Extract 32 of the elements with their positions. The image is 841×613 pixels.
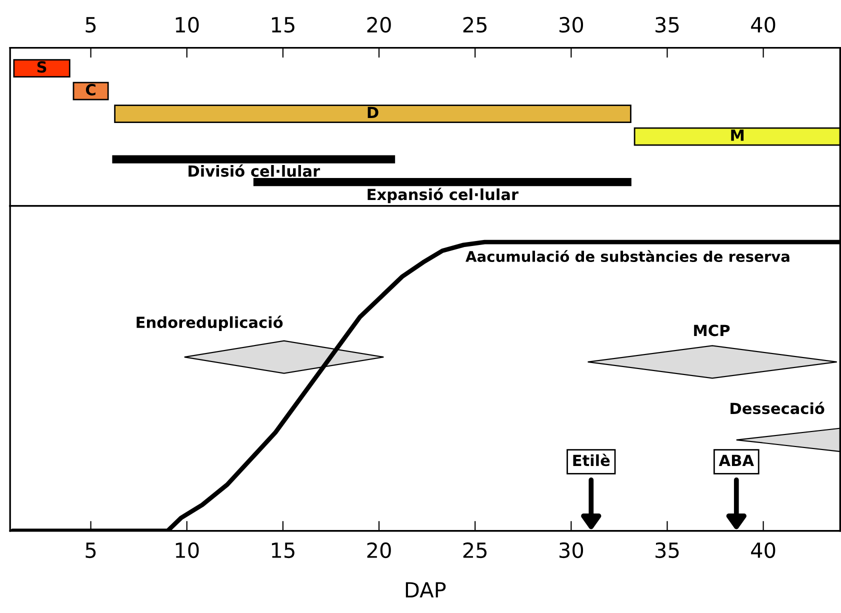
annotation: Etilè [573, 454, 610, 466]
data-label: D [368, 106, 378, 118]
annotation: Dessecació [730, 402, 824, 414]
data-label: C [86, 84, 96, 96]
bar [13, 59, 70, 78]
data-label: Divisió cel·lular [188, 164, 320, 177]
x-tick-label: 40 [751, 542, 776, 558]
annotation: ABA [718, 454, 754, 466]
x-tick-label: 25 [463, 542, 487, 558]
annotation: MCP [694, 324, 730, 336]
annotation: Endoreduplicació [136, 316, 283, 332]
x-axis-title: DAP [406, 582, 446, 598]
x-tick-label: 30 [559, 542, 584, 558]
x-tick-label: 5 [86, 17, 96, 33]
x-tick-label: 20 [367, 542, 391, 558]
x-tick-label: 35 [656, 542, 679, 558]
bar [114, 104, 632, 124]
x-tick-label: 15 [272, 542, 294, 558]
x-tick-label: 25 [463, 16, 487, 33]
x-tick-label: 20 [367, 16, 391, 33]
x-tick-label: 10 [176, 542, 199, 558]
x-tick-label: 30 [559, 16, 584, 33]
x-tick-label: 15 [272, 17, 294, 33]
x-tick-label: 40 [751, 16, 776, 33]
x-tick-label: 5 [86, 542, 96, 558]
x-tick-label: 10 [176, 16, 199, 33]
x-tick-label: 35 [656, 16, 679, 33]
data-label: S [37, 61, 46, 73]
series-label: Aacumulació de substàncies de reserva [466, 250, 790, 262]
bar [72, 82, 109, 100]
data-label: Expansió cel·lular [368, 188, 518, 204]
data-label: M [731, 130, 744, 141]
